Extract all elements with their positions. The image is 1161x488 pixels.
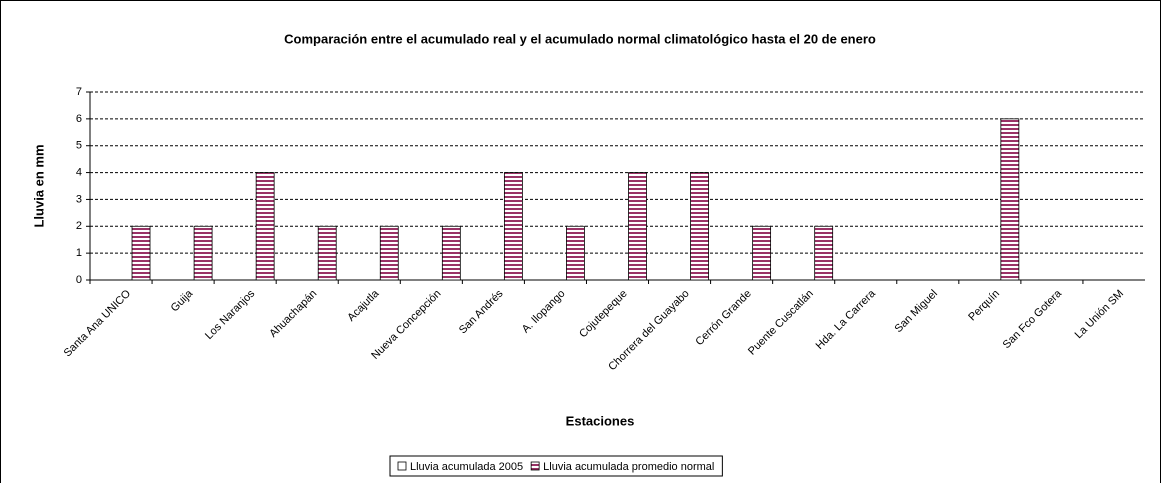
y-tick-label: 7 [76,86,82,98]
y-tick-label: 4 [76,166,82,178]
y-tick-label: 6 [76,113,82,125]
bar [814,225,834,281]
bar [131,225,151,281]
legend-label: Lluvia acumulada promedio normal [543,461,714,473]
bar [566,225,585,281]
bar [628,172,647,281]
y-tick-label: 5 [76,140,82,152]
bar [503,172,523,281]
y-tick-label: 1 [76,247,82,259]
y-axis-label: Lluvia en mm [31,144,46,227]
y-tick-label: 0 [76,274,82,286]
x-axis-label: Estaciones [566,413,635,428]
legend-box [389,455,723,477]
bar [255,172,275,281]
chart-title: Comparación entre el acumulado real y el… [284,31,876,46]
bar [379,225,399,281]
y-tick-label: 2 [76,220,82,232]
bar [1000,118,1020,281]
bar [690,172,709,281]
bar [193,225,213,281]
bar [441,225,461,281]
legend-swatch [530,461,540,471]
bar [752,225,772,281]
legend-label: Lluvia acumulada 2005 [410,461,523,473]
bar [317,225,337,281]
y-tick-label: 3 [76,193,82,205]
legend-swatch [397,461,407,471]
